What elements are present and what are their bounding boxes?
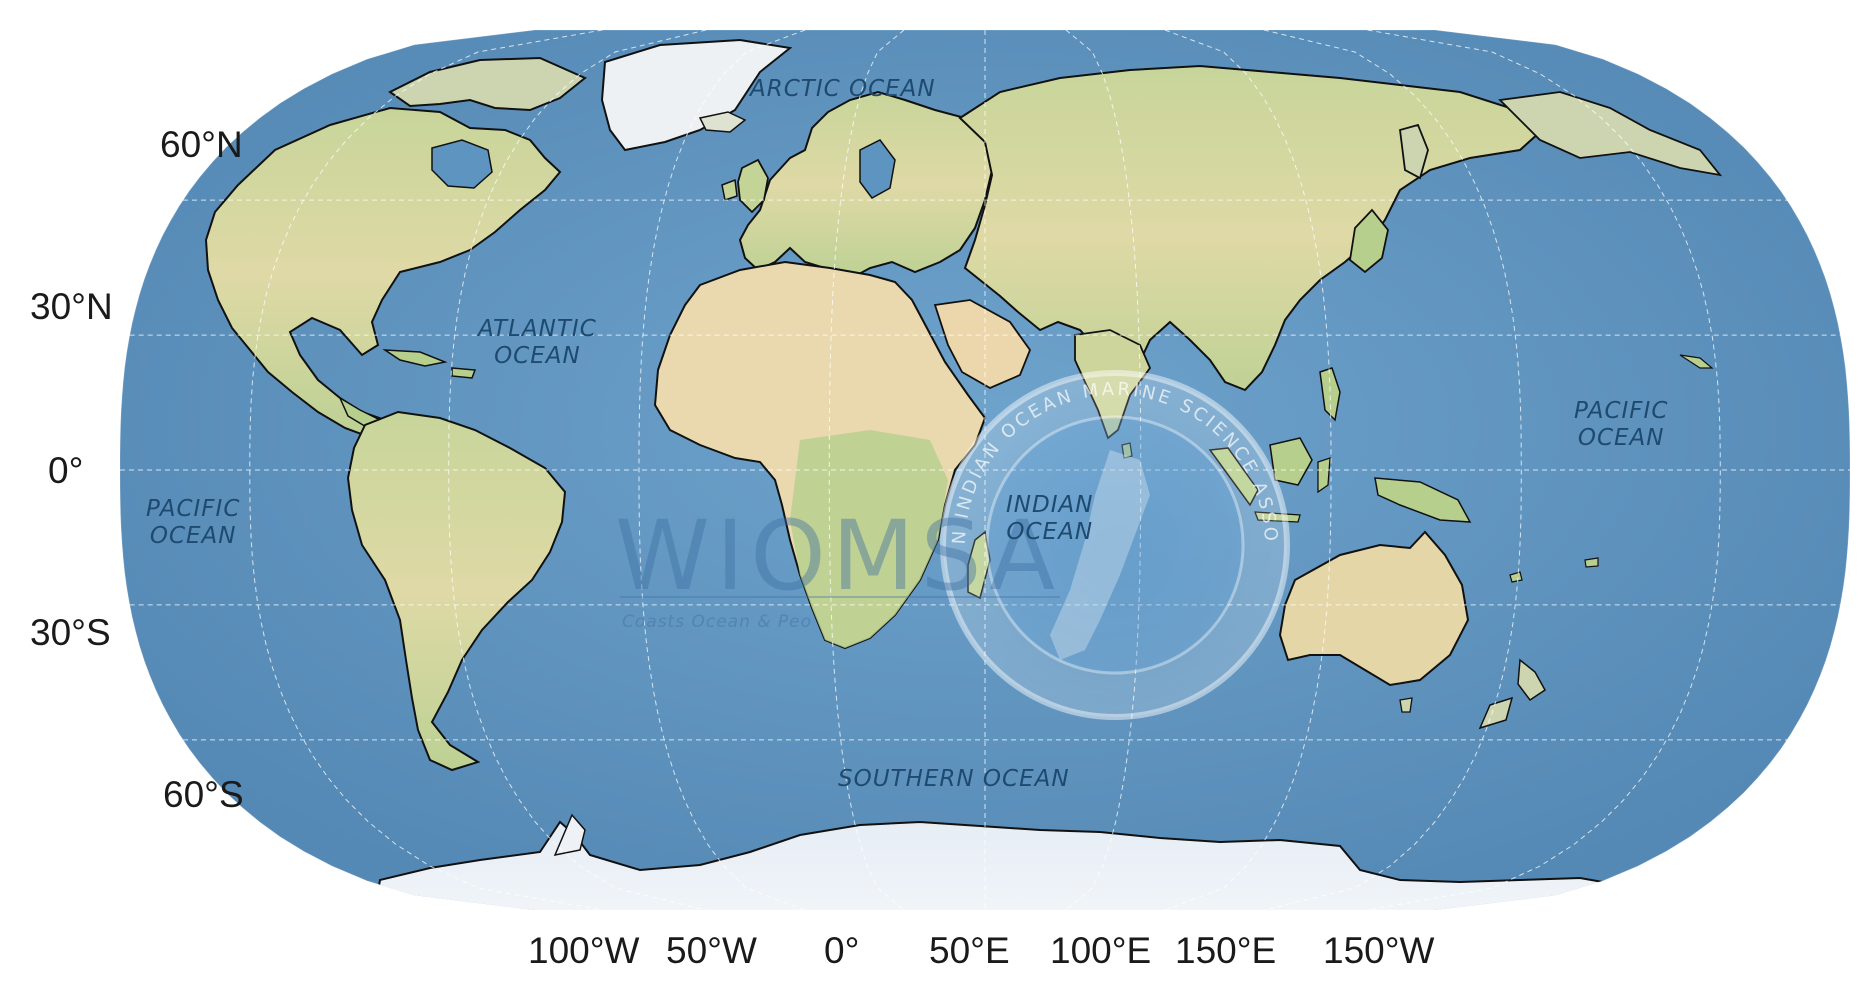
water-baltic xyxy=(859,139,896,199)
watermark-logo: WIOMSA xyxy=(615,500,1062,612)
land-japan xyxy=(1349,208,1389,274)
ocean-label-atlantic: ATLANTIC OCEAN xyxy=(478,316,597,370)
lat-label-0: 0° xyxy=(48,450,84,491)
land-borneo xyxy=(1269,437,1313,486)
ocean-label-atlantic-line2: OCEAN xyxy=(494,343,581,369)
ocean-label-pacific-west-line2: OCEAN xyxy=(149,523,237,549)
land-tasmania xyxy=(1399,697,1413,713)
ocean-label-pacific-west-line1: PACIFIC xyxy=(146,496,241,522)
graticule-meridian xyxy=(1164,29,1332,911)
land-south-america xyxy=(346,410,567,772)
land-new-zealand xyxy=(1517,658,1546,702)
land-new-guinea xyxy=(1374,477,1472,523)
lon-label-100e: 100°E xyxy=(1050,930,1152,971)
land-new-zealand-south xyxy=(1478,696,1514,730)
land-australia xyxy=(1278,530,1470,687)
land-iceland xyxy=(698,111,747,133)
ocean-label-indian-line1: INDIAN xyxy=(1006,492,1094,518)
land-great-britain xyxy=(737,158,769,214)
land-alaska-east xyxy=(1498,91,1723,177)
land-arabian-peninsula xyxy=(933,299,1032,390)
land-kamchatka xyxy=(1399,123,1429,180)
land-cuba xyxy=(382,349,448,367)
graticule-meridian xyxy=(448,29,707,911)
graticule xyxy=(120,29,1850,911)
lat-label-60s: 60°S xyxy=(163,774,244,815)
land-philippines xyxy=(1319,367,1341,422)
map-content xyxy=(204,38,1723,910)
graticule-meridian xyxy=(828,29,905,911)
graticule-meridian xyxy=(1263,29,1522,911)
land-antarctic-peninsula xyxy=(553,813,586,857)
ocean-label-indian: INDIAN OCEAN xyxy=(1006,492,1093,546)
watermark-tagline: Coasts Ocean & Peo xyxy=(622,612,813,632)
ocean-label-pacific-east-line1: PACIFIC xyxy=(1574,398,1669,424)
land-ireland xyxy=(721,178,738,201)
land-asia xyxy=(958,64,1542,408)
globe-outline xyxy=(119,29,1851,911)
ocean-label-pacific-west: PACIFIC OCEAN xyxy=(146,496,240,550)
land-hispaniola xyxy=(451,367,477,379)
watermark-underline xyxy=(620,596,1060,598)
lat-label-30s: 30°S xyxy=(30,612,111,653)
land-pacific-islands xyxy=(1509,354,1714,583)
lon-label-150e: 150°E xyxy=(1175,930,1277,971)
lon-label-100w: 100°W xyxy=(528,930,640,971)
lat-label-60n: 60°N xyxy=(160,124,243,165)
water-hudson-bay xyxy=(431,139,493,189)
ocean-label-pacific-east: PACIFIC OCEAN xyxy=(1574,398,1668,452)
ocean-label-indian-line2: OCEAN xyxy=(1006,519,1094,545)
ocean-label-arctic: ARCTIC OCEAN xyxy=(750,76,936,102)
land-sulawesi xyxy=(1317,457,1331,494)
lon-label-50e: 50°E xyxy=(929,930,1010,971)
graticule-meridian xyxy=(638,29,806,911)
ocean-label-southern: SOUTHERN OCEAN xyxy=(838,766,1070,792)
lat-label-30n: 30°N xyxy=(30,286,113,327)
lon-label-0: 0° xyxy=(824,930,860,971)
land-canadian-islands xyxy=(388,56,587,112)
lon-label-150w: 150°W xyxy=(1323,930,1435,971)
graticule-meridian xyxy=(1065,29,1142,911)
ocean-label-pacific-east-line2: OCEAN xyxy=(1577,425,1665,451)
ocean-label-atlantic-line1: ATLANTIC xyxy=(478,316,597,342)
lon-label-50w: 50°W xyxy=(666,930,757,971)
